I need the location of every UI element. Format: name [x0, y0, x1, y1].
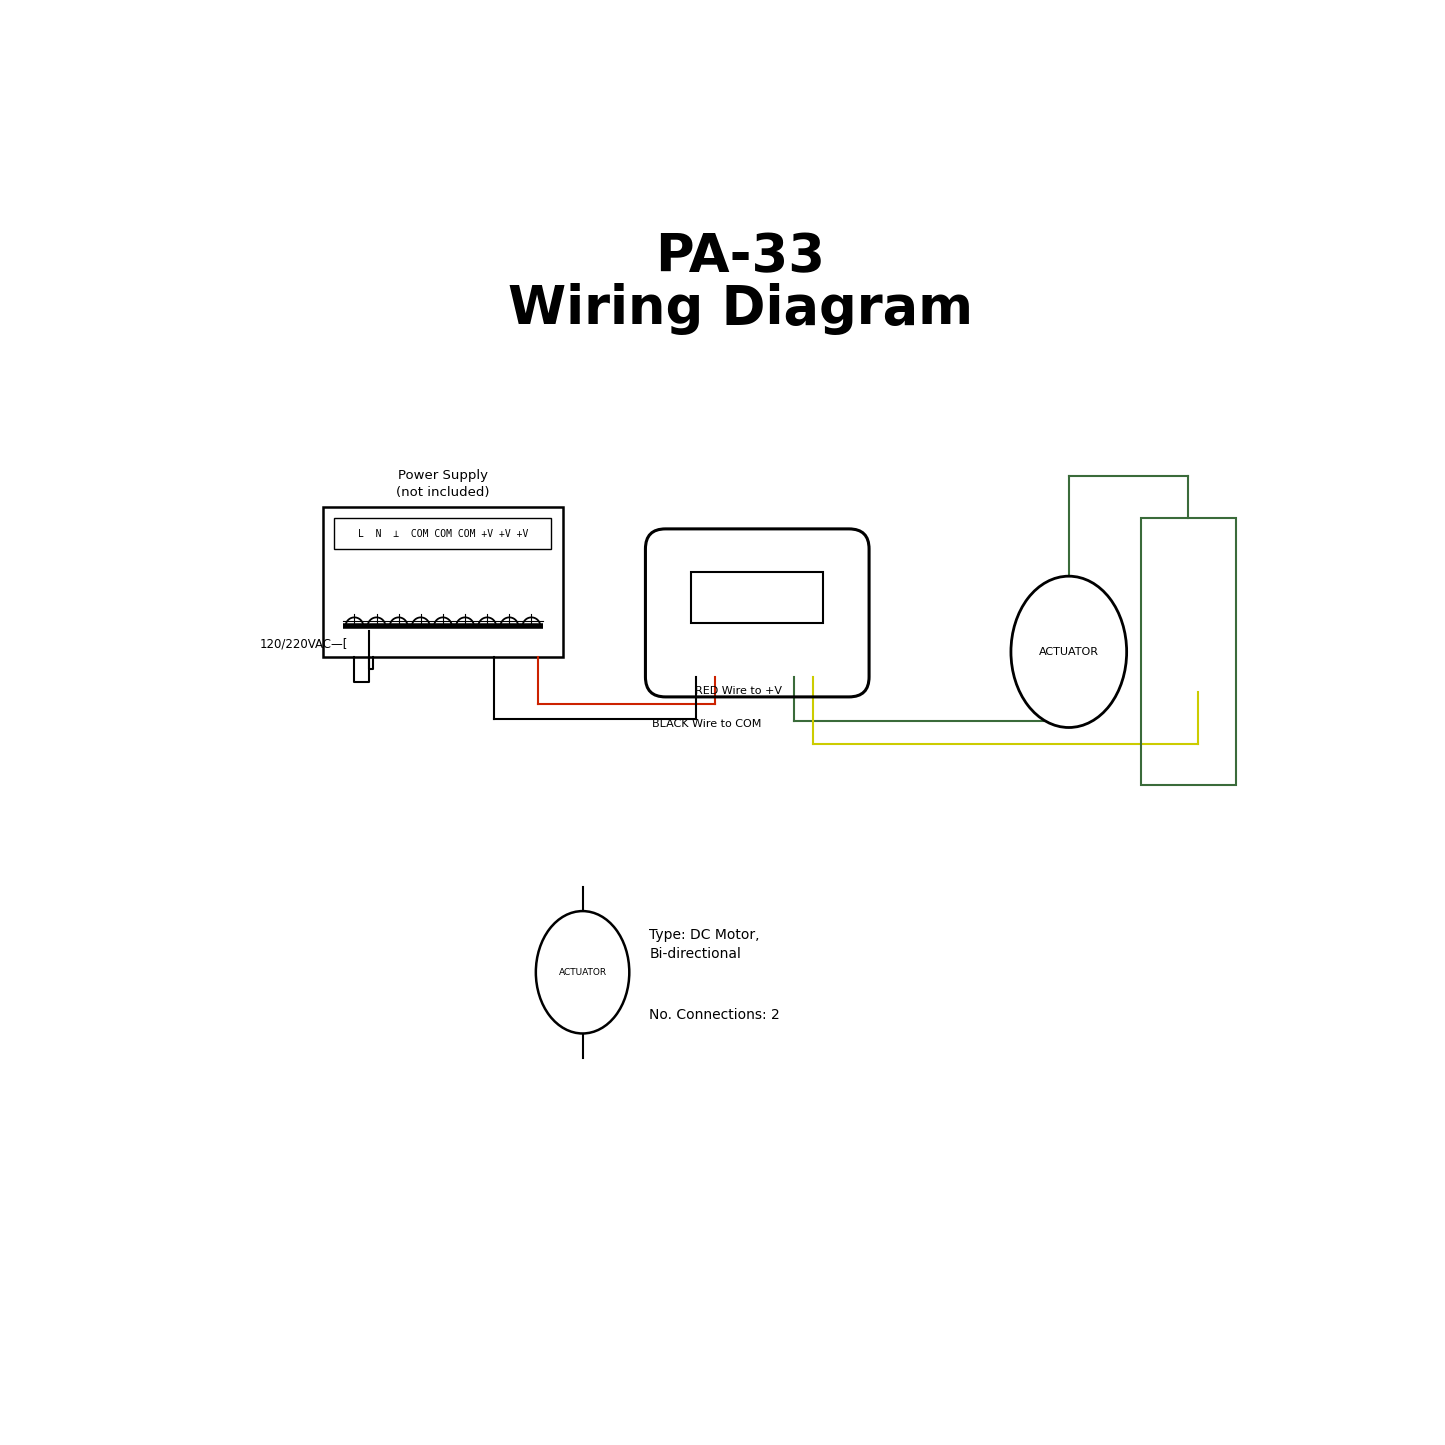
Text: Type: DC Motor,
Bi-directional: Type: DC Motor, Bi-directional: [649, 928, 760, 961]
Text: ACTUATOR: ACTUATOR: [559, 968, 607, 977]
Text: RED Wire to +V: RED Wire to +V: [695, 686, 782, 696]
Bar: [1142, 519, 1235, 786]
Text: 120/220VAC—[: 120/220VAC—[: [260, 637, 348, 650]
Text: PA-33: PA-33: [656, 231, 825, 283]
Text: Wiring Diagram: Wiring Diagram: [509, 283, 972, 335]
Ellipse shape: [1011, 577, 1127, 727]
Text: L  N  ⊥  COM COM COM +V +V +V: L N ⊥ COM COM COM +V +V +V: [358, 529, 527, 539]
Ellipse shape: [536, 912, 630, 1033]
Text: BLACK Wire to COM: BLACK Wire to COM: [653, 718, 762, 728]
Bar: [324, 507, 562, 657]
Text: No. Connections: 2: No. Connections: 2: [649, 1007, 780, 1022]
Text: Power Supply
(not included): Power Supply (not included): [396, 470, 490, 500]
Bar: [334, 519, 552, 549]
Text: ACTUATOR: ACTUATOR: [1039, 647, 1098, 657]
Bar: [691, 572, 824, 623]
